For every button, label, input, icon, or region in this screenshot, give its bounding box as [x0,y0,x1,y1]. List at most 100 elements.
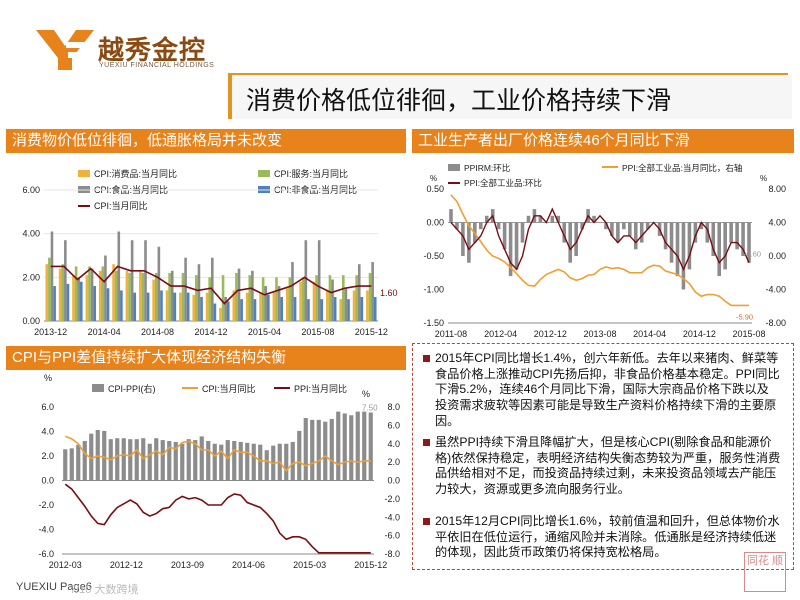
ppi-bar [717,222,722,277]
ppi-bar [711,222,716,256]
gap-bar [336,411,341,481]
commentary-text-3: 2015年12月CPI同比增长1.6%，较前值温和回升，但总体物价水平依旧在低位… [435,514,780,560]
gap-right-unit: % [362,389,370,399]
ppi-bar [669,222,674,263]
cpi-bar [248,275,252,321]
ppi-bar [741,222,745,256]
cpi-bar [152,279,155,321]
cpi-bar [104,255,107,321]
gap-y-right-tick: -4.0 [384,512,400,522]
cpi-bar [197,264,201,321]
ppi-x-tick: 2011-08 [435,329,467,339]
cpi-chart: CPI:消费品:当月同比 CPI:服务:当月同比 CPI:食品:当月同比 CPI… [6,155,406,343]
gap-legend-diff: CPI-PPI(右) [108,383,156,394]
gap-bar [199,436,204,481]
cpi-legend-cpi: CPI:当月同比 [94,200,148,211]
gap-x-tick: 2015-03 [293,560,326,570]
cpi-x-tick: 2015-08 [301,327,334,337]
ppi-x-tick: 2015-08 [733,329,766,339]
logo-name-cn: 越秀金控 [98,36,207,66]
cpi-x-tick: 2015-12 [355,327,388,337]
commentary-text-1: 2015年CPI同比增长1.4%，创六年新低。去年以来猪肉、鲜菜等食品价格上涨推… [435,351,780,428]
cpi-bar [130,240,134,321]
cpi-bar [154,272,158,321]
cpi-bar [224,296,227,321]
ppi-bar [663,222,668,250]
cpi-x-tick: 2014-12 [194,327,227,337]
ppi-bar [645,222,650,230]
cpi-bar [344,288,348,321]
ppi-bar [556,215,561,223]
slide-title: 消费价格低位徘徊，工业价格持续下滑 [246,86,672,115]
cpi-bar [160,290,163,321]
gap-y-left-tick: 0.0 [41,476,54,486]
ppi-bar [604,222,608,230]
ppi-bar [502,222,507,250]
gap-legend-cpi: CPI:当月同比 [202,383,256,394]
footer: YUEXIU Page6 7/10 大数跨境 [0,578,800,600]
cpi-bar [141,272,145,321]
cpi-bar [326,290,329,321]
cpi-bar [261,277,265,321]
ppi-bar [675,222,680,277]
ppi-bar [455,222,459,230]
cpi-y-tick: 6.00 [22,185,40,195]
cpi-bar [144,240,147,321]
gap-bar [303,418,308,481]
cpi-bar [85,275,89,321]
gap-bar [193,440,198,481]
cpi-bar [205,292,209,321]
cpi-bar [101,266,105,321]
gap-bar [121,438,126,481]
cpi-bar [293,296,297,321]
ppi-y-left-tick: 0.50 [426,184,444,194]
cpi-bar [240,299,243,321]
cpi-bar [53,286,56,321]
cpi-bar [173,292,177,321]
gap-legend-swatch-diff [92,384,104,392]
cpi-bar [347,299,350,321]
ppi-bar [681,222,686,290]
cpi-bar [179,292,182,321]
ppi-legend-ppirm: PPIRM:环比 [464,163,510,173]
cpi-bar [275,277,278,321]
cpi-x-tick: 2013-12 [34,327,67,337]
cpi-y-tick: 2.00 [22,272,40,282]
cpi-bar [170,270,174,321]
gap-bar [76,444,81,481]
gap-bar [160,440,165,481]
ppi-bar [562,222,567,243]
ppi-bar [568,222,572,263]
gap-y-right-tick: -2.0 [384,494,400,504]
ppi-bar [496,222,501,230]
slide-title-bar: 消费价格低位徘徊，工业价格持续下滑 [228,75,792,119]
gap-bar [167,440,172,481]
gap-bar [128,439,133,481]
gap-legend-ppi: PPI:当月同比 [294,383,347,394]
cpi-bar [371,262,374,321]
gap-bar [82,440,87,481]
cpi-bar [106,288,110,321]
cpi-bar [168,272,171,321]
cpi-bar [208,277,211,321]
ppi-bar [723,222,727,270]
gap-y-left-tick: 2.0 [41,451,54,461]
cpi-bar [66,283,70,321]
ppi-plot-area: 0.50 0.00 -0.50 -1.00 -1.50 8.00 4.00 0.00 -4.00… [423,184,786,339]
cpi-panel-title: 消费物价低位徘徊，低通胀格局并未改变 [6,129,406,153]
cpi-bar [50,231,54,321]
gap-end-label: 7.50 [362,404,378,413]
cpi-bar [80,281,83,321]
gap-x-tick: 2015-12 [354,560,387,570]
cpi-bar [341,275,345,321]
bullet-square-icon [423,355,430,362]
ppi-bar [735,222,739,250]
ppi-bar [484,215,489,223]
cpi-bar [357,264,361,321]
ppi-bar [514,222,519,270]
cpi-bar [366,290,369,321]
ppi-bar [550,215,555,223]
ppi-bar [693,222,698,243]
commentary-bullet-1: 2015年CPI同比增长1.4%，创六年新低。去年以来猪肉、鲜菜等食品价格上涨推… [423,351,781,430]
cpi-bar [304,240,308,321]
